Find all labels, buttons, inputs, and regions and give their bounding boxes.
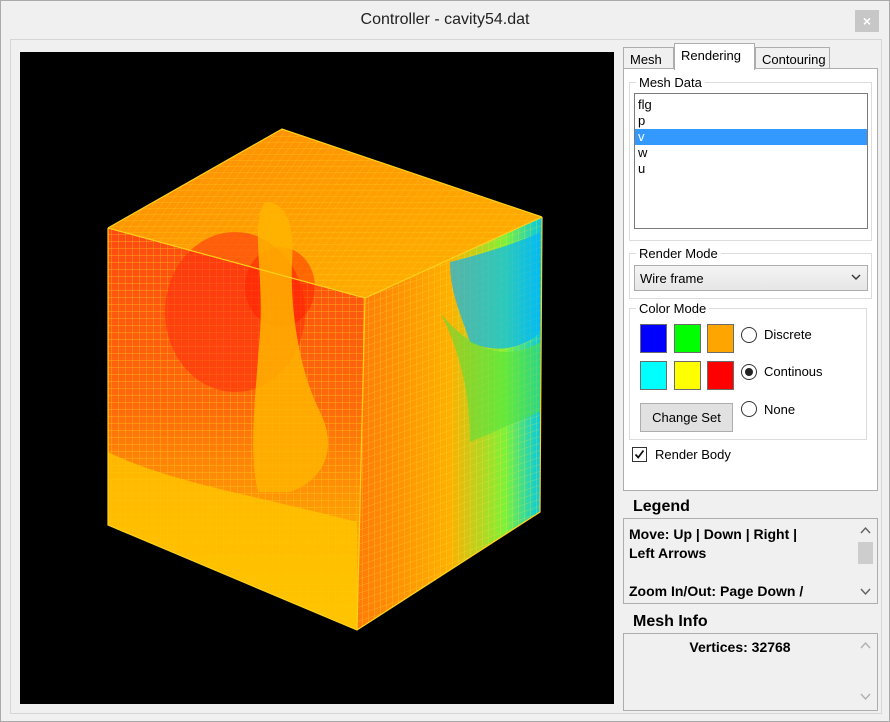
swatch-cyan[interactable] [640,361,667,390]
vertices-count: Vertices: 32768 [689,639,791,655]
mesh-data-group: Mesh Data [629,75,872,241]
radio-continous[interactable] [741,364,757,380]
radio-none[interactable] [741,401,757,417]
legend-scrollbar[interactable] [857,520,874,602]
radio-discrete[interactable] [741,327,757,343]
scroll-down-arrow-icon[interactable] [860,693,871,701]
list-item-flg[interactable]: flg [638,97,652,112]
swatch-orange[interactable] [707,324,734,353]
list-item-p[interactable]: p [638,113,646,128]
render-viewport[interactable] [20,52,614,704]
mesh-info-scrollbar[interactable] [857,635,874,709]
legend-line-1: Move: Up | Down | Right | [629,526,798,542]
swatch-red[interactable] [707,361,734,390]
render-mode-select[interactable]: Wire frame [634,265,868,291]
radio-none-label: None [764,402,796,417]
color-mode-group: Color Mode [629,301,867,440]
render-mode-group-label: Render Mode [639,246,718,261]
legend-text: Move: Up | Down | Right | Left Arrows Zo… [629,525,853,601]
legend-scroll-thumb[interactable] [858,542,873,564]
change-set-button[interactable]: Change Set [640,403,733,432]
list-item-v[interactable]: v [635,129,867,145]
list-item-w[interactable]: w [638,145,648,160]
title-bar: Controller - cavity54.dat × [1,1,889,39]
render-mode-group: Render Mode [629,246,872,299]
chevron-down-icon [851,274,861,280]
tab-rendering[interactable]: Rendering [674,43,755,70]
window-title: Controller - cavity54.dat [360,11,530,28]
scroll-up-arrow-icon[interactable] [860,641,871,649]
tab-mesh[interactable]: Mesh [623,47,674,69]
mesh-data-listbox[interactable]: flg p v w u [634,93,868,229]
radio-discrete-label: Discrete [764,327,812,342]
close-button[interactable]: × [855,10,879,32]
legend-line-3: Zoom In/Out: Page Down / [629,583,804,599]
close-icon: × [862,13,872,29]
radio-continous-label: Continous [764,364,823,379]
swatch-green[interactable] [674,324,701,353]
mesh-info-title: Mesh Info [633,613,708,630]
checkmark-icon [634,449,645,459]
scroll-down-arrow-icon[interactable] [860,588,871,596]
mesh-data-group-label: Mesh Data [639,75,702,90]
render-mode-selected-value: Wire frame [640,271,704,286]
swatch-blue[interactable] [640,324,667,353]
render-body-checkbox[interactable] [632,447,647,462]
mesh-render-canvas [107,128,543,631]
legend-line-2: Left Arrows [629,545,707,561]
render-body-label: Render Body [655,447,731,462]
legend-panel [623,518,878,604]
color-mode-group-label: Color Mode [639,301,707,316]
legend-title: Legend [633,498,690,515]
scroll-up-arrow-icon[interactable] [860,526,871,534]
swatch-yellow[interactable] [674,361,701,390]
list-item-u[interactable]: u [638,161,646,176]
mesh-info-panel [623,633,878,711]
tab-contouring[interactable]: Contouring [755,47,830,69]
